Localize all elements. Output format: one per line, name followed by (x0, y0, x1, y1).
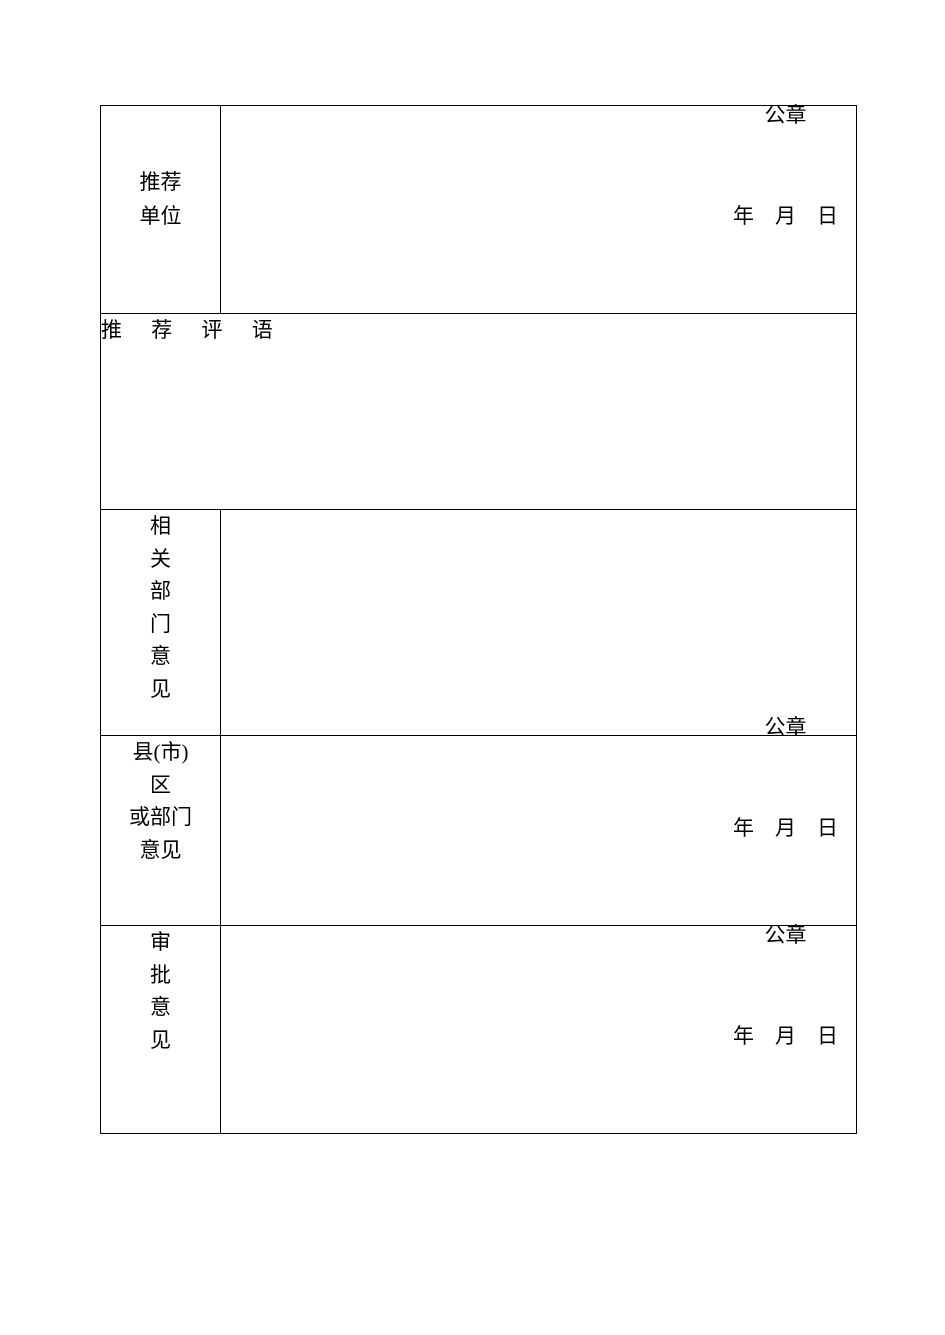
label-text: 见 (150, 1024, 171, 1057)
label-text: 单位 (140, 200, 182, 234)
label-text: 批 (150, 959, 171, 992)
signature-block: 公章 年 月 日 (733, 852, 838, 1121)
label-text: 审 (150, 926, 171, 959)
label-recommending-unit: 推荐 单位 (101, 106, 221, 314)
label-text: 意 (150, 991, 171, 1024)
row-recommendation-comment: 推 荐 评 语 (101, 314, 857, 510)
seal-label: 公章 (733, 99, 838, 133)
row-recommending-unit: 推荐 单位 公章 年 月 日 (101, 106, 857, 314)
label-text: 相 (150, 510, 171, 543)
label-text: 见 (150, 673, 171, 706)
label-related-dept-opinion: 相 关 部 门 意 见 (101, 510, 221, 736)
label-text: 部 (150, 575, 171, 608)
label-text: 意 (150, 640, 171, 673)
row-approval-opinion: 审 批 意 见 公章 年 月 日 (101, 926, 857, 1134)
label-county-dept-opinion: 县(市) 区 或部门 意见 (101, 736, 221, 926)
label-text: 关 (150, 543, 171, 576)
seal-label: 公章 (733, 711, 838, 745)
label-text: 意见 (129, 834, 192, 867)
heading-recommendation-comment: 推 荐 评 语 (101, 318, 285, 342)
signature-block: 公章 年 月 日 (733, 32, 838, 301)
label-text: 门 (150, 608, 171, 641)
page: { "rows": { "r1": { "label_l1": "推荐", "l… (0, 0, 945, 1335)
body-recommending-unit: 公章 年 月 日 (221, 106, 857, 314)
label-text: 区 (129, 769, 192, 802)
label-text: 县(市) (129, 736, 192, 769)
body-recommendation-comment: 推 荐 评 语 (101, 314, 857, 510)
date-line: 年 月 日 (733, 1020, 838, 1054)
label-approval-opinion: 审 批 意 见 (101, 926, 221, 1134)
body-approval-opinion: 公章 年 月 日 (221, 926, 857, 1134)
date-line: 年 月 日 (733, 812, 838, 846)
seal-label: 公章 (733, 919, 838, 953)
date-line: 年 月 日 (733, 200, 838, 234)
label-text: 或部门 (129, 801, 192, 834)
approval-form-table: 推荐 单位 公章 年 月 日 推 荐 评 语 相 关 部 门 意 见 (100, 105, 857, 1134)
label-text: 推荐 (140, 166, 182, 200)
